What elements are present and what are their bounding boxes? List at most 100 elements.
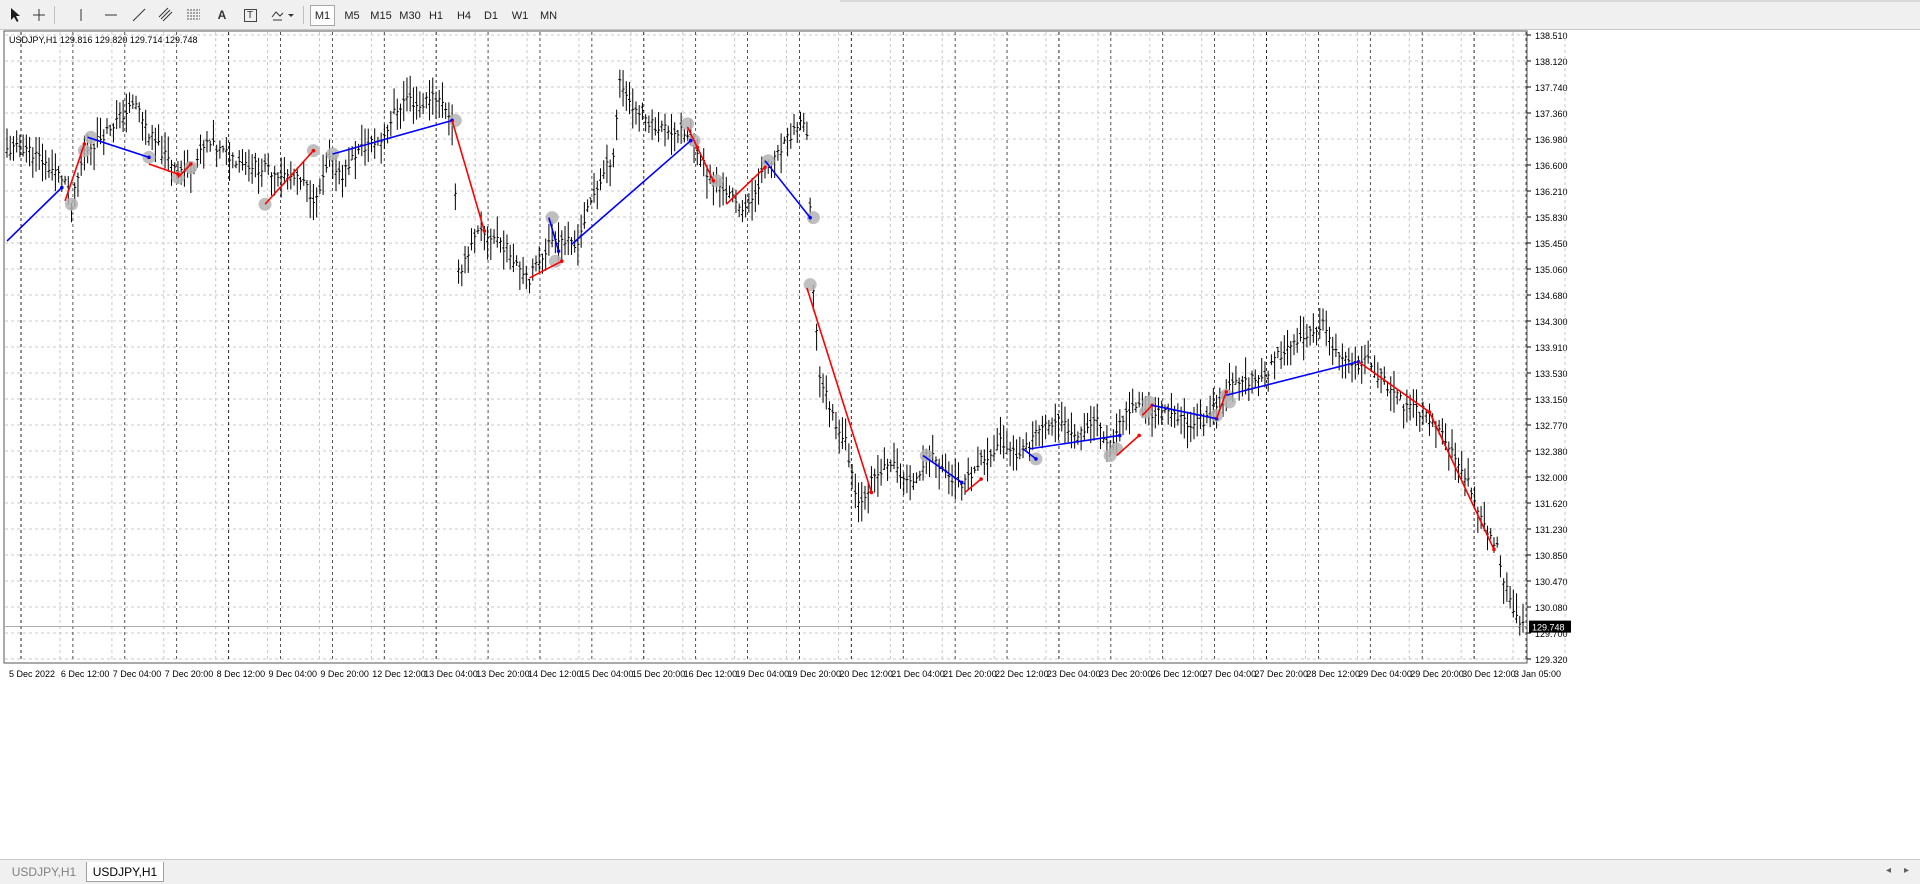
zigzag-vertex	[711, 178, 716, 183]
price-axis-label: 138.120	[1535, 57, 1568, 67]
zigzag-vertex	[689, 138, 693, 143]
timeframe-m30-button[interactable]: M30	[399, 9, 421, 22]
price-axis-label: 134.300	[1535, 317, 1568, 327]
swing-marker	[65, 197, 79, 211]
chart-symbol-info: USDJPY,H1 129.816 129.820 129.714 129.74…	[9, 35, 198, 45]
time-axis-label: 20 Dec 12:00	[839, 669, 893, 679]
timeframe-m1-button[interactable]: M1	[310, 5, 335, 26]
zigzag-leg-bull	[570, 139, 692, 246]
zigzag-leg-bear	[264, 150, 315, 205]
time-axis-label: 5 Dec 2022	[9, 669, 55, 679]
price-axis-label: 135.060	[1535, 265, 1568, 275]
time-axis-label: 15 Dec 20:00	[632, 669, 686, 679]
chart-tab[interactable]: USDJPY,H1	[11, 865, 77, 879]
zigzag-leg-bull	[332, 119, 453, 155]
zigzag-vertex	[1034, 457, 1038, 461]
price-axis-label: 130.850	[1535, 551, 1568, 561]
time-axis-label: 27 Dec 20:00	[1255, 669, 1309, 679]
zigzag-vertex	[808, 215, 812, 220]
trendline-tool-button[interactable]	[128, 5, 150, 25]
time-axis-label: 23 Dec 20:00	[1099, 669, 1153, 679]
time-axis-label: 21 Dec 04:00	[891, 669, 945, 679]
zigzag-leg-bull	[764, 160, 811, 219]
chart-tab-active[interactable]: USDJPY,H1	[86, 862, 164, 882]
price-chart[interactable]: 138.510 138.120 137.740 137.360 136.980 136.6…	[3, 30, 1917, 859]
zigzag-leg-bear	[1215, 391, 1228, 419]
text-tool-button[interactable]: A	[211, 5, 233, 25]
time-axis-label: 28 Dec 12:00	[1306, 669, 1360, 679]
zigzag-vertex	[147, 155, 151, 160]
time-axis-label: 14 Dec 12:00	[528, 669, 582, 679]
scroll-left-icon[interactable]: ◂	[1886, 865, 1892, 876]
zigzag-vertex	[979, 477, 983, 481]
channels-tool-button[interactable]	[155, 5, 177, 25]
zigzag-leg-bull	[1022, 448, 1037, 460]
text-icon: A	[217, 8, 227, 22]
time-axis-label: 15 Dec 04:00	[580, 669, 634, 679]
timeframe-m15-button[interactable]: M15	[370, 9, 392, 22]
price-axis-label: 134.680	[1535, 291, 1568, 301]
zigzag-vertex	[82, 142, 87, 146]
swing-marker	[710, 174, 724, 188]
timeframe-h1-button[interactable]: H1	[428, 9, 444, 22]
zigzag-vertex	[556, 249, 561, 253]
zigzag-leg-bear	[64, 143, 86, 202]
shapes-tool-button[interactable]	[268, 5, 298, 25]
fibonacci-tool-button[interactable]	[183, 5, 205, 25]
chart-window[interactable]: 138.510 138.120 137.740 137.360 136.980 136.6…	[3, 30, 1917, 859]
price-axis-label: 136.210	[1535, 187, 1568, 197]
zigzag-leg-bear	[696, 146, 715, 182]
zigzag-leg-bull	[922, 454, 963, 484]
price-axis-label: 131.620	[1535, 499, 1568, 509]
timeframe-mn-button[interactable]: MN	[539, 9, 558, 22]
current-price-tag	[1529, 620, 1571, 633]
window-edge	[840, 0, 1920, 2]
time-axis-label: 26 Dec 12:00	[1151, 669, 1205, 679]
zigzag-leg-bear	[451, 120, 486, 232]
price-axis-label: 132.770	[1535, 421, 1568, 431]
crosshair-tool-button[interactable]	[28, 5, 50, 25]
vertical-line-tool-button[interactable]	[70, 5, 92, 25]
timeframe-w1-button[interactable]: W1	[511, 9, 529, 22]
text-label-tool-button[interactable]: T	[239, 5, 261, 25]
horizontal-line-tool-button[interactable]	[100, 5, 122, 25]
shapes-dropdown-icon	[271, 11, 294, 21]
time-axis-label: 12 Dec 12:00	[372, 669, 426, 679]
price-axis-label: 133.910	[1535, 343, 1568, 353]
trendline-icon	[132, 8, 146, 22]
swing-marker	[919, 449, 933, 463]
time-axis-label: 23 Dec 04:00	[1047, 669, 1101, 679]
timeframe-d1-button[interactable]: D1	[483, 9, 499, 22]
fibonacci-icon	[187, 9, 200, 20]
swing-marker	[448, 113, 462, 127]
cursor-tool-button[interactable]	[4, 5, 26, 25]
chart-tabs: USDJPY,H1 USDJPY,H1 ◂ ▸	[0, 859, 1920, 884]
chart-toolbar: A T M1 M5 M15 M30 H1 H4 D1 W1 MN	[0, 0, 1920, 30]
zigzag-leg-bull	[548, 217, 560, 252]
zigzag-vertex	[60, 185, 64, 190]
toolbar-separator	[303, 6, 304, 24]
time-axis-label: 3 Jan 05:00	[1514, 669, 1561, 679]
swing-marker	[1222, 395, 1236, 409]
price-axis-label: 137.360	[1535, 109, 1568, 119]
time-axis-label: 19 Dec 04:00	[736, 669, 790, 679]
zigzag-leg-bull	[87, 136, 150, 159]
time-axis-label: 29 Dec 20:00	[1410, 669, 1464, 679]
price-axis-label: 129.700	[1535, 629, 1568, 639]
channel-icon	[158, 7, 173, 22]
time-axis-label: 6 Dec 12:00	[61, 669, 110, 679]
timeframe-m5-button[interactable]: M5	[344, 9, 360, 22]
price-axis-label: 132.000	[1535, 473, 1568, 483]
scroll-right-icon[interactable]: ▸	[1904, 865, 1910, 876]
swing-marker	[1103, 449, 1117, 463]
candles	[5, 69, 1525, 636]
time-axis-label: 16 Dec 12:00	[684, 669, 738, 679]
zigzag-vertex	[189, 162, 193, 166]
zigzag-leg-bear	[529, 260, 563, 279]
zigzag-leg-bear	[725, 166, 766, 205]
zigzag-leg-bull	[1151, 404, 1217, 420]
timeframe-h4-button[interactable]: H4	[456, 9, 472, 22]
price-axis-label: 129.320	[1535, 655, 1568, 665]
zigzag-leg-bear	[148, 163, 179, 175]
price-axis-label: 137.740	[1535, 83, 1568, 93]
